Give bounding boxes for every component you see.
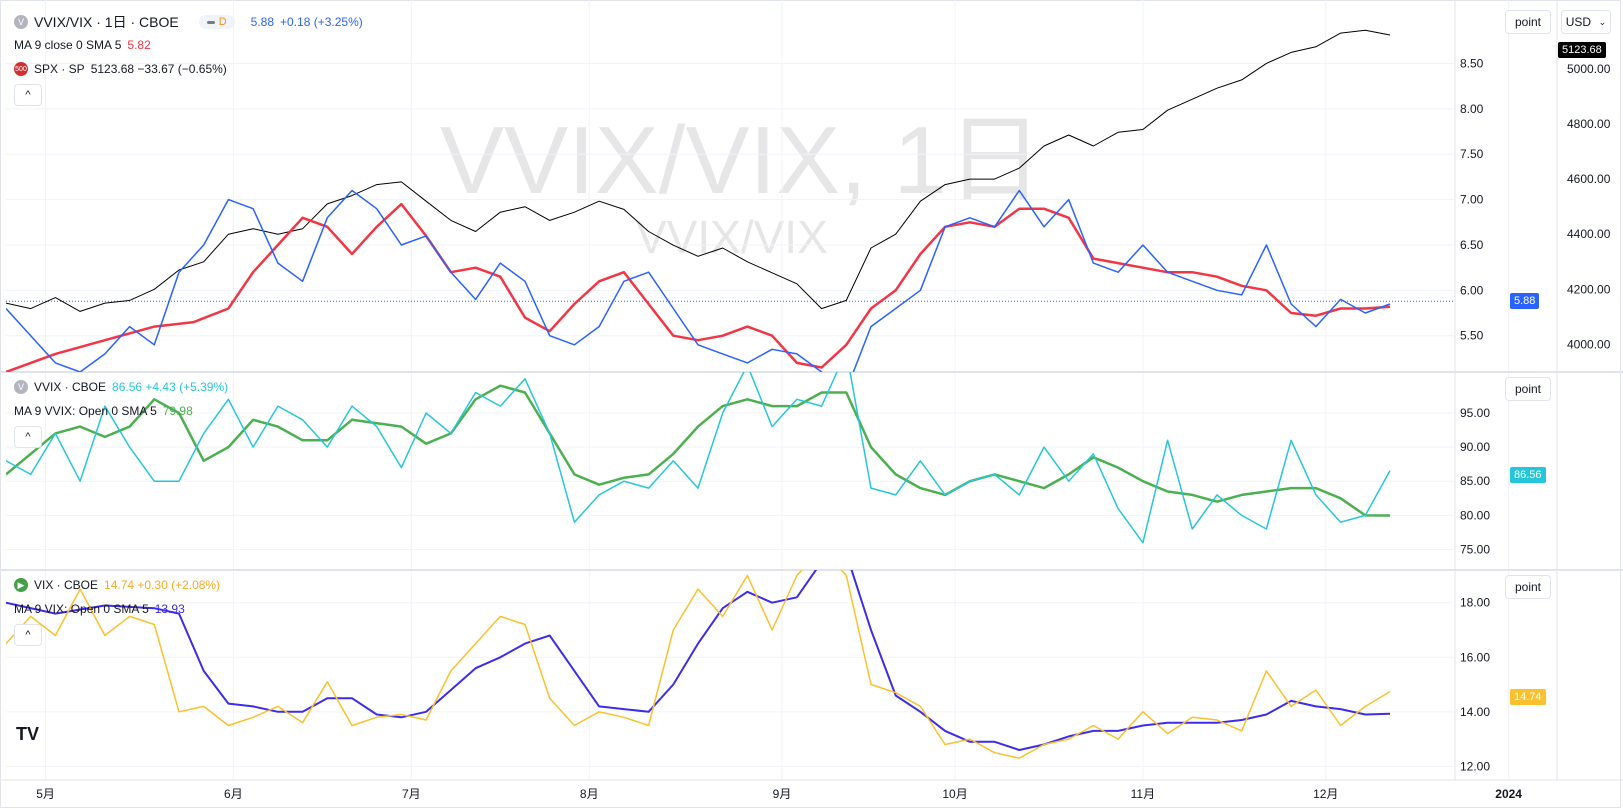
vvix-label: VVIX · CBOE (34, 380, 107, 394)
vix-legend[interactable]: ▶ VIX · CBOE 14.74 +0.30 (+2.08%) (14, 578, 220, 592)
vvix-axis-label: 75.00 (1460, 543, 1490, 557)
vvix-series (6, 372, 1391, 544)
currency-button[interactable]: USD ⌄ (1561, 10, 1611, 34)
main-price: 5.88 (250, 15, 275, 29)
spx-legend[interactable]: 500 SPX · SP 5123.68 −33.67 (−0.65%) (14, 62, 227, 76)
vvix-legend[interactable]: V VVIX · CBOE 86.56 +4.43 (+5.39%) (14, 380, 228, 394)
watermark-small: VVIX/VIX (636, 211, 828, 263)
vix-label: VIX · CBOE (34, 578, 99, 592)
vix-ma-value: 13.93 (154, 602, 185, 616)
vvix-axis-label: 95.00 (1460, 406, 1490, 420)
chevron-up-icon: ^ (25, 629, 31, 641)
vvix-axis-label: 85.00 (1460, 474, 1490, 488)
vix-axis-label: 18.00 (1460, 596, 1490, 610)
vix-ma-label: MA 9 VIX: Open 0 SMA 5 (14, 602, 149, 616)
ratio-axis-label: 7.50 (1460, 147, 1484, 161)
ratio-axis-label: 6.00 (1460, 283, 1484, 297)
ratio-axis-label: 7.00 (1460, 193, 1484, 207)
collapse-legend-button[interactable]: ^ (14, 84, 42, 106)
ratio-axis-label: 5.50 (1460, 329, 1484, 343)
vvix-symbol-icon: V (14, 380, 28, 394)
spx-axis-label: 4400.00 (1567, 227, 1611, 241)
ratio-series (6, 189, 1391, 372)
x-tick-label: 7月 (402, 787, 421, 801)
x-tick-label: 6月 (224, 787, 243, 801)
vvix-ma-label: MA 9 VVIX: Open 0 SMA 5 (14, 404, 157, 418)
x-tick-label: 11月 (1131, 787, 1155, 801)
x-tick-label: 9月 (773, 787, 792, 801)
ma-legend[interactable]: MA 9 close 0 SMA 5 5.82 (14, 38, 151, 52)
symbol-icon: V (14, 15, 28, 29)
spx-series (6, 29, 1391, 312)
chevron-up-icon: ^ (25, 89, 31, 101)
tradingview-logo[interactable]: TV (16, 724, 40, 744)
x-tick-label: 12月 (1313, 787, 1338, 801)
vvix-ma-value: 79.98 (162, 404, 193, 418)
spx-axis-label: 5000.00 (1567, 62, 1611, 76)
vvix-price-tag: 86.56 (1510, 467, 1546, 483)
vix-price-tag: 14.74 (1510, 689, 1546, 705)
vix-symbol-icon: ▶ (14, 578, 28, 592)
chevron-down-icon: ⌄ (1598, 16, 1607, 27)
spx-axis-label: 4600.00 (1567, 172, 1611, 186)
dash-icon (206, 20, 215, 24)
spx-axis-label: 4800.00 (1567, 117, 1611, 131)
vix-ma-series (6, 570, 1391, 751)
ma-value: 5.82 (127, 38, 151, 52)
vvix-ma-legend[interactable]: MA 9 VVIX: Open 0 SMA 5 79.98 (14, 404, 193, 418)
x-tick-label: 10月 (942, 787, 967, 801)
vvix-values: 86.56 +4.43 (+5.39%) (112, 380, 229, 394)
collapse-vix-button[interactable]: ^ (14, 624, 42, 646)
x-tick-label: 8月 (580, 787, 599, 801)
chevron-up-icon: ^ (25, 431, 31, 443)
vix-axis-label: 14.00 (1460, 705, 1490, 719)
main-legend: V VVIX/VIX · 1日 · CBOE D 5.88 +0.18 (+3.… (14, 12, 363, 32)
pane3-scale-button[interactable]: point (1505, 575, 1551, 599)
ratio-axis-label: 8.00 (1460, 102, 1484, 116)
spx-axis-label: 4200.00 (1567, 282, 1611, 296)
spx-values: 5123.68 −33.67 (−0.65%) (90, 62, 227, 76)
x-tick-label: 5月 (36, 787, 55, 801)
vix-values: 14.74 +0.30 (+2.08%) (104, 578, 221, 592)
vix-ma-legend[interactable]: MA 9 VIX: Open 0 SMA 5 13.93 (14, 602, 185, 616)
spx-axis-label: 4000.00 (1567, 337, 1611, 351)
spx-price-tag: 5123.68 (1558, 42, 1606, 58)
main-change: +0.18 (+3.25%) (280, 15, 363, 29)
vix-series (6, 570, 1391, 759)
pane1-scale-button[interactable]: point (1505, 10, 1551, 34)
spx-icon: 500 (14, 62, 28, 76)
collapse-vvix-button[interactable]: ^ (14, 426, 42, 448)
spx-label: SPX · SP (34, 62, 85, 76)
interval-badge[interactable]: D (198, 15, 235, 29)
vvix-axis-label: 80.00 (1460, 508, 1490, 522)
symbol-title[interactable]: VVIX/VIX · 1日 · CBOE (34, 14, 179, 30)
ratio-axis-label: 6.50 (1460, 238, 1484, 252)
ma-label: MA 9 close 0 SMA 5 (14, 38, 122, 52)
ratio-axis-label: 8.50 (1460, 57, 1484, 71)
vvix-ma-series (6, 384, 1391, 517)
vvix-axis-label: 90.00 (1460, 440, 1490, 454)
vix-axis-label: 16.00 (1460, 650, 1490, 664)
pane2-scale-button[interactable]: point (1505, 377, 1551, 401)
ratio-ma-series (6, 202, 1391, 372)
vix-axis-label: 12.00 (1460, 759, 1490, 773)
x-tick-label: 2024 (1495, 787, 1522, 801)
watermark-big: VVIX/VIX, 1日 (440, 107, 1043, 214)
ratio-price-tag: 5.88 (1510, 293, 1540, 309)
